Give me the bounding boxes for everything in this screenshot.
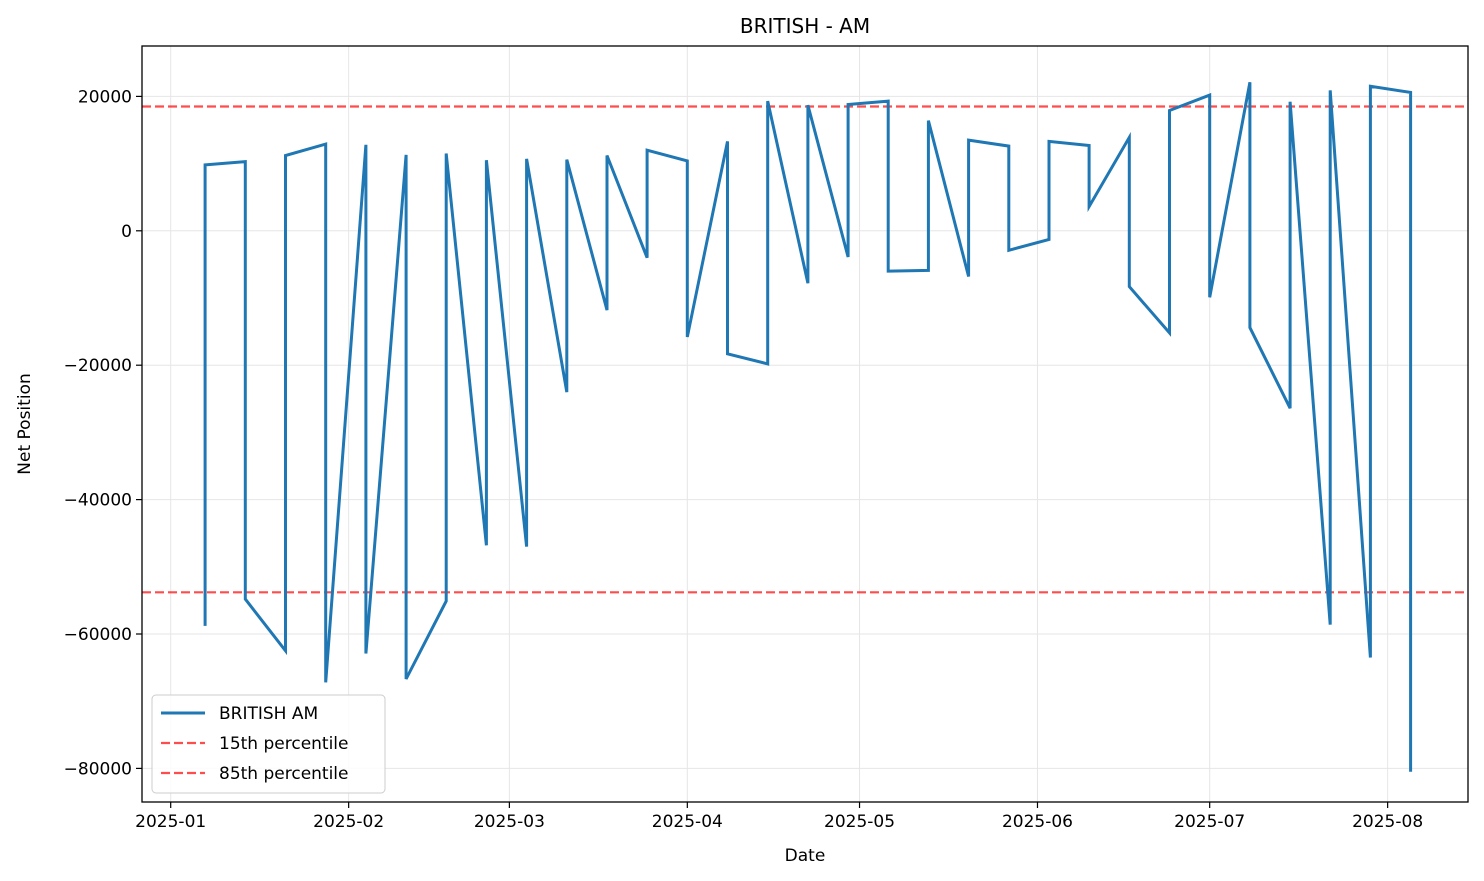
- y-tick-label: −80000: [64, 759, 132, 779]
- legend-label-15th-percentile: 15th percentile: [219, 734, 349, 754]
- y-axis-label: Net Position: [15, 373, 35, 474]
- series-layer: [203, 82, 1413, 772]
- y-tick-label: −20000: [64, 356, 132, 376]
- percentile-lines: [142, 105, 1468, 594]
- y-tick-label: −60000: [64, 625, 132, 645]
- chart-title: BRITISH - AM: [740, 14, 870, 38]
- series-line-british-am: [203, 82, 1413, 772]
- y-tick-label: 20000: [78, 87, 132, 107]
- x-tick-label: 2025-02: [313, 812, 384, 832]
- x-tick-label: 2025-06: [1002, 812, 1073, 832]
- x-tick-label: 2025-07: [1174, 812, 1245, 832]
- x-tick-label: 2025-08: [1352, 812, 1423, 832]
- x-axis-ticks: 2025-01 2025-02 2025-03 2025-04 2025-05 2025-…: [135, 802, 1423, 832]
- y-tick-label: 0: [121, 222, 132, 242]
- x-axis-label: Date: [785, 846, 826, 866]
- legend-label-british-am: BRITISH AM: [219, 704, 318, 724]
- x-tick-label: 2025-03: [474, 812, 545, 832]
- x-tick-label: 2025-05: [824, 812, 895, 832]
- y-tick-label: −40000: [64, 491, 132, 511]
- x-tick-label: 2025-04: [652, 812, 723, 832]
- legend: BRITISH AM 15th percentile 85th percenti…: [151, 694, 386, 794]
- x-tick-label: 2025-01: [135, 812, 206, 832]
- legend-label-85th-percentile: 85th percentile: [219, 764, 349, 784]
- legend-box: [151, 694, 386, 794]
- plot-frame: [141, 45, 1469, 803]
- y-axis-ticks: −80000 −60000 −40000 −20000 0 20000: [64, 87, 142, 779]
